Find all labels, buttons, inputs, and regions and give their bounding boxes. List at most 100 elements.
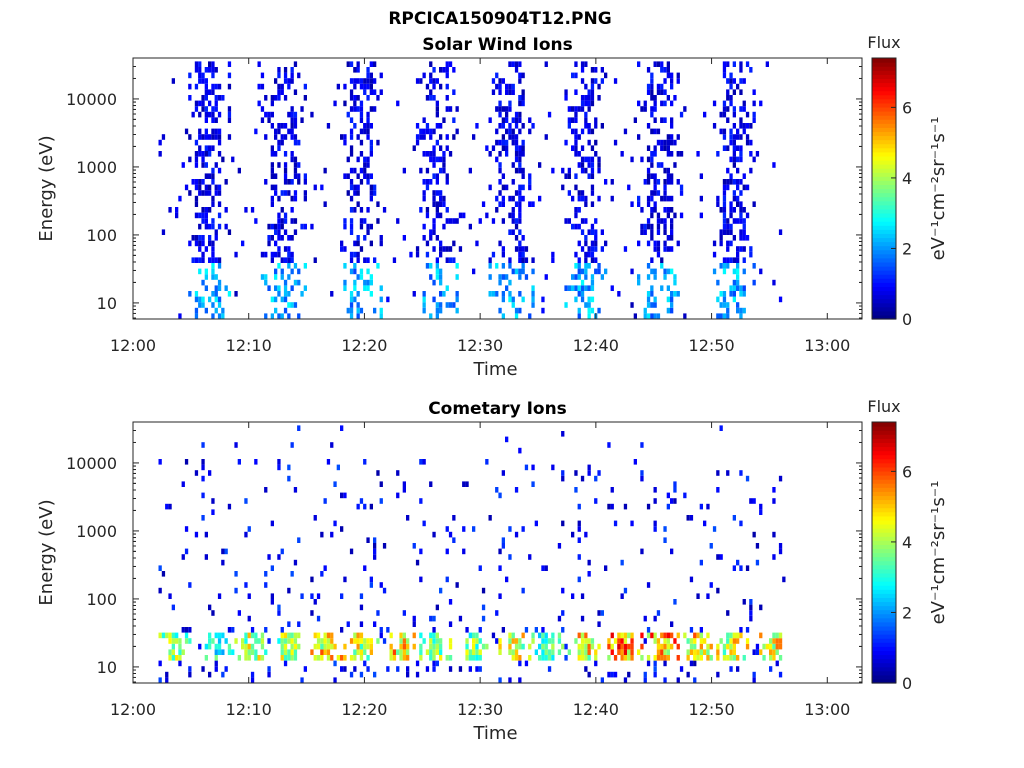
heatmap-cell bbox=[198, 61, 202, 67]
heatmap-cell bbox=[564, 139, 568, 146]
heatmap-cell bbox=[719, 207, 723, 213]
heatmap-cell bbox=[600, 78, 604, 84]
heatmap-cell bbox=[732, 643, 736, 650]
heatmap-cell bbox=[399, 655, 403, 661]
heatmap-cell bbox=[686, 655, 690, 661]
heatmap-cell bbox=[755, 151, 760, 157]
heatmap-cell bbox=[234, 291, 238, 297]
heatmap-cell bbox=[722, 201, 727, 207]
heatmap-cell bbox=[419, 548, 423, 555]
heatmap-cell bbox=[211, 134, 215, 140]
heatmap-cell bbox=[544, 134, 548, 140]
heatmap-cell bbox=[742, 100, 746, 107]
heatmap-cell bbox=[353, 240, 357, 247]
heatmap-cell bbox=[630, 520, 634, 527]
heatmap-cell bbox=[653, 179, 657, 185]
heatmap-cell bbox=[762, 643, 766, 650]
heatmap-cell bbox=[498, 643, 502, 650]
heatmap-cell bbox=[561, 475, 565, 482]
heatmap-cell bbox=[739, 291, 743, 297]
heatmap-cell bbox=[729, 229, 733, 235]
heatmap-cell bbox=[366, 78, 370, 84]
heatmap-cell bbox=[590, 184, 595, 191]
heatmap-cell bbox=[567, 285, 571, 291]
heatmap-cell bbox=[653, 632, 657, 639]
heatmap-cell bbox=[597, 83, 601, 90]
heatmap-cell bbox=[772, 531, 776, 538]
heatmap-cell bbox=[491, 218, 496, 224]
heatmap-cell bbox=[439, 268, 443, 275]
heatmap-cell bbox=[666, 492, 670, 499]
heatmap-cell bbox=[719, 128, 723, 135]
heatmap-cell bbox=[432, 162, 436, 168]
heatmap-cell bbox=[432, 632, 436, 639]
heatmap-cell bbox=[379, 235, 383, 241]
heatmap-cell bbox=[168, 655, 172, 661]
heatmap-cell bbox=[211, 498, 215, 504]
heatmap-cell bbox=[363, 89, 367, 95]
heatmap-cell bbox=[772, 279, 776, 286]
heatmap-cell bbox=[290, 207, 294, 213]
heatmap-cell bbox=[250, 677, 255, 683]
heatmap-cell bbox=[267, 671, 271, 678]
heatmap-cell bbox=[736, 184, 740, 191]
heatmap-cell bbox=[349, 291, 354, 297]
heatmap-cell bbox=[359, 179, 364, 185]
heatmap-cell bbox=[211, 509, 215, 515]
heatmap-cell bbox=[495, 610, 499, 616]
heatmap-cell bbox=[590, 89, 595, 95]
colorbar-segment bbox=[872, 470, 896, 476]
heatmap-cell bbox=[320, 655, 324, 661]
heatmap-cell bbox=[712, 123, 717, 129]
heatmap-cell bbox=[204, 246, 208, 252]
colorbar-segment bbox=[872, 70, 896, 75]
heatmap-cell bbox=[551, 638, 555, 644]
heatmap-cell bbox=[656, 251, 661, 258]
heatmap-cell bbox=[227, 627, 232, 633]
heatmap-cell bbox=[287, 302, 291, 308]
heatmap-cell bbox=[732, 162, 736, 168]
colorbar-segment bbox=[872, 261, 896, 267]
heatmap-cell bbox=[439, 123, 443, 129]
heatmap-cell bbox=[340, 655, 344, 661]
heatmap-cell bbox=[260, 106, 265, 112]
heatmap-cell bbox=[663, 145, 667, 151]
heatmap-cell bbox=[637, 274, 641, 280]
heatmap-cell bbox=[359, 111, 364, 118]
heatmap-cell bbox=[356, 632, 360, 639]
heatmap-cell bbox=[264, 95, 268, 101]
heatmap-cell bbox=[646, 123, 651, 129]
heatmap-cell bbox=[227, 649, 232, 655]
heatmap-cell bbox=[373, 307, 377, 314]
heatmap-cell bbox=[594, 139, 598, 146]
heatmap-cell bbox=[653, 655, 657, 661]
heatmap-cell bbox=[538, 195, 542, 202]
heatmap-cell bbox=[521, 184, 525, 191]
heatmap-cell bbox=[435, 649, 439, 655]
heatmap-cell bbox=[729, 212, 733, 219]
heatmap-cell bbox=[429, 229, 433, 235]
heatmap-cell bbox=[201, 134, 205, 140]
heatmap-cell bbox=[349, 145, 354, 151]
heatmap-cell bbox=[247, 643, 251, 650]
heatmap-cell bbox=[194, 240, 199, 247]
heatmap-cell bbox=[600, 67, 604, 73]
heatmap-cell bbox=[425, 128, 430, 135]
heatmap-cell bbox=[518, 660, 522, 667]
heatmap-cell bbox=[224, 666, 228, 672]
heatmap-cell bbox=[184, 128, 189, 135]
heatmap-cell bbox=[772, 162, 776, 168]
heatmap-cell bbox=[518, 111, 522, 118]
heatmap-cell bbox=[663, 223, 667, 230]
heatmap-cell bbox=[369, 638, 373, 644]
heatmap-cell bbox=[429, 134, 433, 140]
colorbar-tick-label: 0 bbox=[902, 310, 912, 329]
heatmap-cell bbox=[442, 195, 446, 202]
heatmap-cell bbox=[290, 268, 294, 275]
heatmap-cell bbox=[528, 643, 532, 650]
heatmap-cell bbox=[402, 235, 406, 241]
heatmap-cell bbox=[574, 151, 578, 157]
heatmap-cell bbox=[293, 302, 298, 308]
heatmap-cell bbox=[439, 587, 443, 594]
heatmap-cell bbox=[323, 565, 327, 571]
